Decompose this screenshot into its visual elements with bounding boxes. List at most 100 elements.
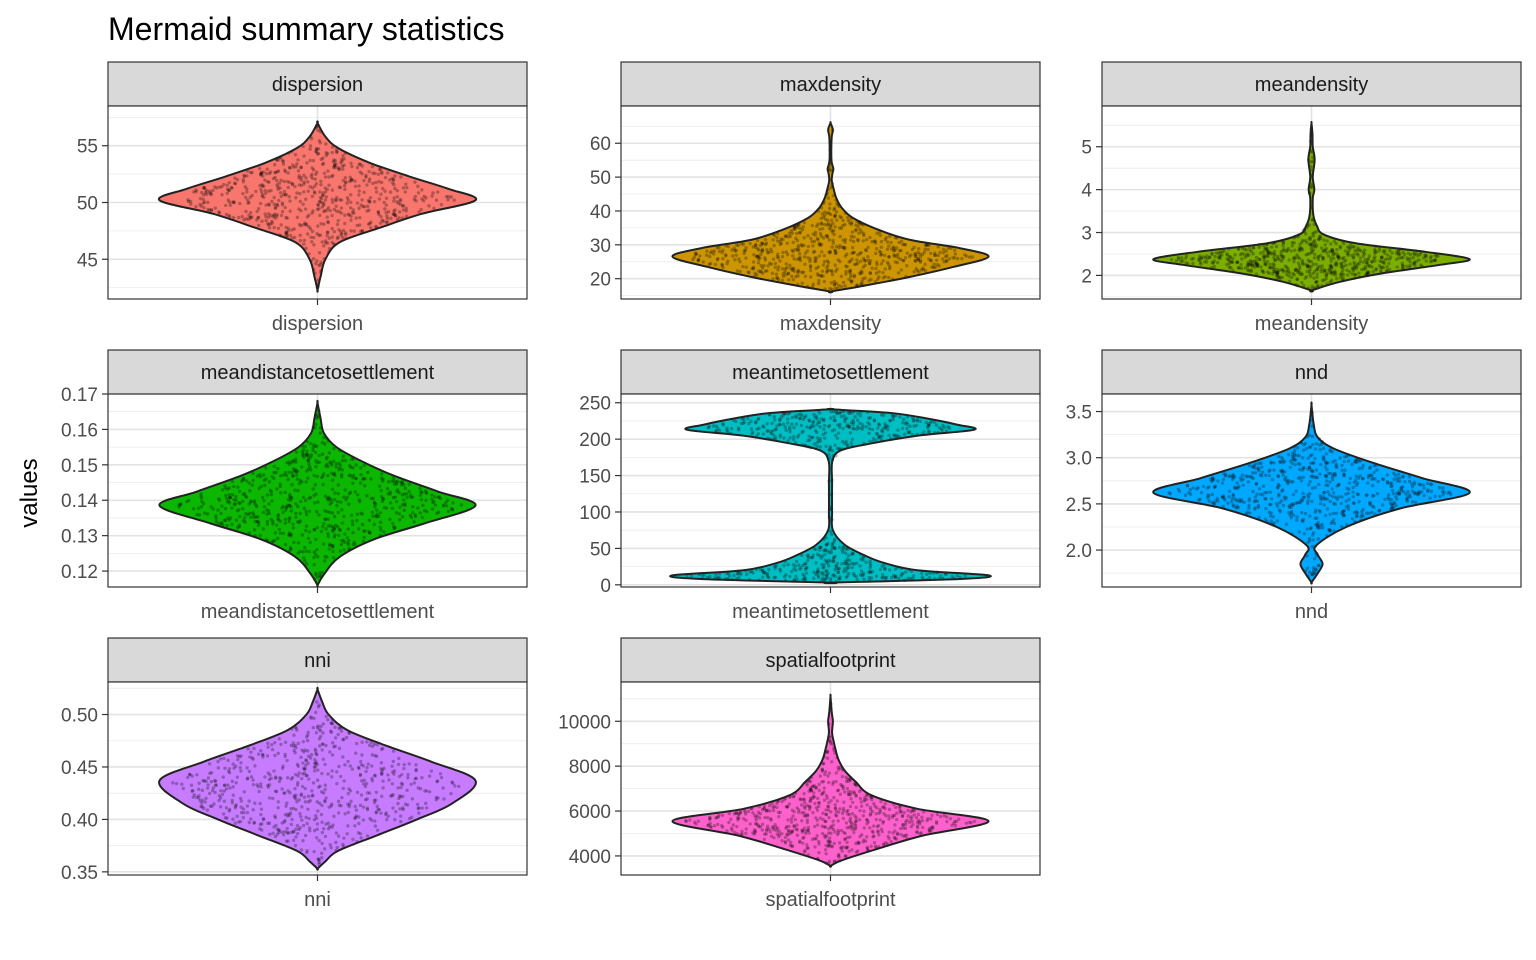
violin-fill-maxdensity	[672, 122, 989, 293]
data-point	[902, 242, 907, 247]
data-point	[323, 783, 328, 787]
data-point	[867, 416, 871, 420]
data-point	[875, 231, 879, 235]
data-point	[362, 535, 366, 540]
data-point	[419, 497, 424, 502]
data-point	[315, 259, 319, 263]
data-point	[849, 272, 853, 276]
data-point	[344, 180, 348, 184]
data-point	[276, 518, 281, 522]
data-point	[1319, 246, 1324, 250]
data-point	[905, 426, 909, 431]
data-point	[366, 222, 371, 226]
data-point	[334, 148, 339, 152]
data-point	[223, 483, 227, 488]
data-point	[371, 181, 375, 186]
data-point	[751, 245, 755, 249]
data-point	[302, 222, 306, 227]
data-point	[879, 429, 884, 433]
data-point	[1321, 257, 1325, 262]
data-point	[764, 241, 769, 245]
data-point	[1321, 256, 1325, 260]
data-point	[801, 577, 805, 582]
data-point	[393, 208, 397, 212]
data-point	[812, 442, 817, 446]
data-point	[766, 250, 770, 255]
data-point	[1422, 486, 1426, 490]
data-point	[1446, 491, 1450, 495]
data-point	[358, 215, 362, 220]
data-point	[392, 199, 396, 203]
data-point	[895, 811, 899, 815]
data-point	[302, 545, 307, 550]
data-point	[843, 240, 847, 245]
data-point	[1425, 481, 1430, 486]
data-point	[712, 824, 717, 828]
data-point	[838, 243, 842, 248]
data-point	[821, 263, 826, 267]
data-point	[217, 498, 222, 502]
data-point	[933, 253, 938, 257]
data-point	[1437, 486, 1442, 490]
data-point	[849, 274, 853, 279]
data-point	[272, 769, 276, 773]
data-point	[409, 782, 413, 786]
y-tick-label: 100	[579, 503, 611, 524]
data-point	[362, 178, 366, 183]
data-point	[829, 228, 833, 232]
data-point	[1233, 253, 1237, 257]
data-point	[899, 248, 903, 253]
data-point	[278, 776, 282, 780]
data-point	[416, 191, 421, 195]
data-point	[424, 498, 428, 503]
data-point	[354, 808, 359, 812]
data-point	[315, 725, 320, 730]
data-point	[755, 427, 759, 431]
data-point	[867, 575, 871, 580]
data-point	[340, 468, 345, 472]
data-point	[1306, 467, 1310, 471]
data-point	[209, 191, 213, 195]
data-point	[284, 225, 288, 230]
data-point	[1408, 263, 1412, 268]
data-point	[1365, 493, 1369, 497]
data-point	[308, 540, 312, 545]
data-point	[324, 241, 328, 245]
data-point	[336, 491, 341, 496]
data-point	[887, 255, 891, 259]
data-point	[1344, 263, 1348, 267]
data-point	[832, 539, 836, 543]
data-point	[801, 225, 805, 229]
data-point	[1428, 496, 1432, 500]
data-point	[1279, 469, 1283, 473]
data-point	[302, 190, 306, 194]
data-point	[250, 215, 254, 219]
data-point	[918, 252, 922, 256]
data-point	[848, 269, 853, 273]
data-point	[1402, 252, 1407, 257]
data-point	[397, 512, 402, 516]
data-point	[299, 814, 303, 819]
data-point	[354, 815, 358, 820]
data-point	[1184, 254, 1189, 258]
data-point	[905, 264, 909, 268]
data-point	[209, 505, 213, 509]
data-point	[896, 252, 900, 257]
data-point	[829, 281, 834, 285]
data-point	[406, 772, 410, 777]
data-point	[325, 230, 330, 235]
data-point	[868, 570, 873, 574]
data-point	[216, 508, 220, 512]
data-point	[828, 529, 833, 534]
data-point	[341, 178, 346, 183]
data-point	[295, 215, 300, 220]
data-point	[357, 184, 361, 188]
data-point	[1191, 261, 1195, 266]
data-point	[837, 226, 842, 230]
data-point	[420, 806, 424, 810]
data-point	[347, 213, 351, 217]
data-point	[1169, 257, 1174, 262]
data-point	[1203, 256, 1207, 260]
data-point	[299, 175, 304, 180]
data-point	[280, 209, 285, 214]
